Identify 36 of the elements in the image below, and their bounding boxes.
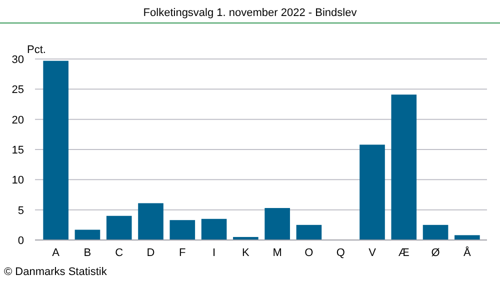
y-tick-label: 15	[12, 144, 24, 156]
bar	[264, 208, 290, 240]
y-tick-label: 10	[12, 174, 24, 187]
x-tick-label: K	[242, 247, 250, 259]
y-tick-label: 0	[18, 235, 24, 247]
bar	[201, 218, 227, 240]
bar	[422, 224, 448, 240]
x-tick-label: O	[304, 247, 314, 259]
bar	[454, 235, 480, 240]
x-tick-label: Q	[336, 247, 346, 259]
x-tick-label: D	[146, 247, 155, 259]
y-tick-label: 5	[18, 204, 24, 217]
bar	[391, 94, 417, 240]
x-tick-label: F	[179, 247, 186, 259]
y-axis-title: Pct.	[27, 44, 46, 56]
x-tick-label: C	[115, 247, 124, 259]
chart-title: Folketingsvalg 1. november 2022 - Bindslev	[143, 7, 358, 19]
bar	[170, 220, 196, 240]
x-tick-label: A	[52, 247, 60, 259]
x-tick-label: Ø	[431, 247, 440, 259]
y-tick-label: 25	[12, 84, 24, 96]
text: © Danmarks Statistik	[4, 266, 108, 278]
x-tick-label: B	[84, 247, 92, 259]
x-tick-label: M	[272, 247, 282, 259]
x-tick-label: V	[368, 247, 377, 259]
y-tick-label: 30	[12, 54, 24, 66]
bar	[138, 203, 164, 240]
x-tick-label: I	[212, 247, 216, 259]
y-tick-label: 20	[12, 114, 24, 126]
bar	[74, 230, 100, 240]
bar	[296, 224, 322, 240]
bar	[360, 144, 385, 240]
x-tick-label: Æ	[398, 247, 410, 259]
bar	[43, 60, 68, 240]
bar	[106, 216, 132, 240]
x-tick-label: Å	[464, 246, 472, 259]
